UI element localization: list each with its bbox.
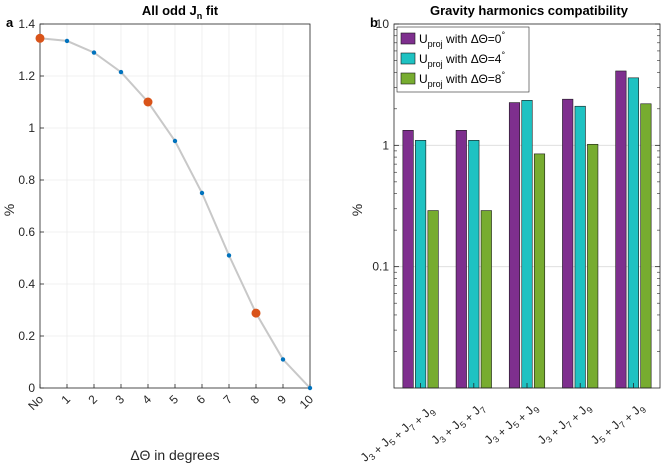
panel-b-label: b — [370, 15, 378, 30]
panel-b-bar — [468, 140, 480, 389]
panel-a-xtick-label: 2 — [85, 392, 100, 407]
panel-b-ytick-label: 10 — [376, 17, 390, 31]
panel-b-bar — [627, 77, 639, 389]
panel-a-xtick-label: No — [25, 392, 46, 413]
panel-a-xtick-label: 3 — [112, 392, 127, 407]
panel-b-bar — [521, 100, 533, 389]
panel-a-point — [91, 50, 97, 55]
panel-a-point — [118, 69, 124, 75]
panel-a-point — [307, 385, 313, 391]
panel-b-bar-chart: b Gravity harmonics compatibility 0.1 1 10… — [349, 3, 661, 475]
panel-a-highlight-point — [251, 308, 261, 318]
panel-b-y-label: % — [349, 204, 365, 216]
panel-b-bar — [480, 210, 492, 389]
legend-entry-label: Uproj with ΔΘ=4° — [419, 50, 505, 69]
panel-b-bar — [562, 98, 574, 389]
panel-b-bar — [640, 103, 652, 389]
panel-a-highlight-point — [143, 97, 153, 107]
panel-b-bar — [574, 105, 586, 389]
panel-a-line-chart: a All odd Jn fit 0 0.2 0.4 0.6 0.8 1 1.2 1.4 No… — [1, 3, 316, 463]
panel-b-bar — [415, 140, 427, 389]
panel-a-xtick-label: 1 — [58, 392, 73, 407]
panel-a-point — [226, 253, 232, 258]
panel-b-bar — [402, 130, 414, 389]
panel-a-x-label: ΔΘ in degrees — [130, 447, 219, 463]
panel-b-xtick-label: J5 + J7 + J9 — [588, 394, 648, 454]
panel-b-bar — [427, 210, 439, 389]
panel-b-xtick-label: J3 + J5 + J7 + J9 — [358, 394, 439, 475]
panel-a-xtick-label: 8 — [247, 392, 262, 407]
legend-swatch — [400, 52, 416, 65]
legend-swatch — [400, 72, 416, 85]
panel-a-y-label: % — [1, 204, 17, 216]
panel-b-bar — [533, 153, 546, 389]
panel-a-xtick-label: 6 — [193, 392, 208, 407]
legend-entry-label: Uproj with ΔΘ=0° — [419, 30, 505, 49]
panel-b-xtick-label: J3 + J5 + J7 — [428, 394, 488, 454]
panel-a-ytick-label: 0 — [28, 381, 35, 395]
legend-swatch — [400, 32, 416, 45]
panel-b-bars — [402, 70, 652, 389]
panel-a-highlight-point — [35, 33, 45, 43]
panel-b-y-ticks: 0.1 1 10 — [372, 17, 660, 352]
panel-a-ytick-label: 0.2 — [18, 329, 35, 343]
panel-b-bar — [615, 70, 627, 389]
panel-a-xtick-label: 9 — [274, 392, 289, 407]
panel-a-ytick-label: 1 — [28, 121, 35, 135]
panel-b-ytick-label: 1 — [382, 138, 389, 152]
panel-b-xtick-label: J3 + J7 + J9 — [535, 394, 595, 454]
panel-b-ytick-label: 0.1 — [372, 260, 389, 274]
panel-a-xtick-label: 7 — [220, 392, 235, 407]
legend-entry-label: Uproj with ΔΘ=8° — [419, 70, 505, 89]
panel-b-legend: Uproj with ΔΘ=0°Uproj with ΔΘ=4°Uproj wi… — [396, 26, 530, 93]
panel-a-label: a — [6, 15, 14, 30]
panel-a-xtick-label: 4 — [139, 392, 154, 407]
panel-a-ytick-label: 0.4 — [18, 277, 35, 291]
panel-a-point — [64, 38, 70, 44]
panel-b-title: Gravity harmonics compatibility — [430, 3, 629, 18]
panel-a-xtick-label: 5 — [166, 392, 181, 407]
panel-b-bar — [455, 130, 467, 389]
panel-a-ytick-label: 1.4 — [18, 17, 35, 31]
panel-a-point — [172, 138, 178, 144]
panel-a-grid — [39, 23, 311, 389]
panel-a-point — [199, 190, 205, 196]
panel-a-title: All odd Jn fit — [142, 3, 219, 21]
panel-a-ytick-label: 0.6 — [18, 225, 35, 239]
panel-a-point — [280, 357, 286, 362]
panel-a-y-ticks: 0 0.2 0.4 0.6 0.8 1 1.2 1.4 — [18, 17, 44, 395]
panel-b-xtick-label: J3 + J5 + J9 — [481, 394, 541, 454]
panel-b-bar — [587, 143, 599, 389]
panel-a-ytick-label: 1.2 — [18, 69, 35, 83]
panel-a-ytick-label: 0.8 — [18, 173, 35, 187]
legend-box — [396, 26, 530, 93]
panel-b-bar — [508, 102, 521, 389]
panel-a-points — [35, 33, 313, 391]
panel-a-xtick-label: 10 — [297, 392, 317, 412]
